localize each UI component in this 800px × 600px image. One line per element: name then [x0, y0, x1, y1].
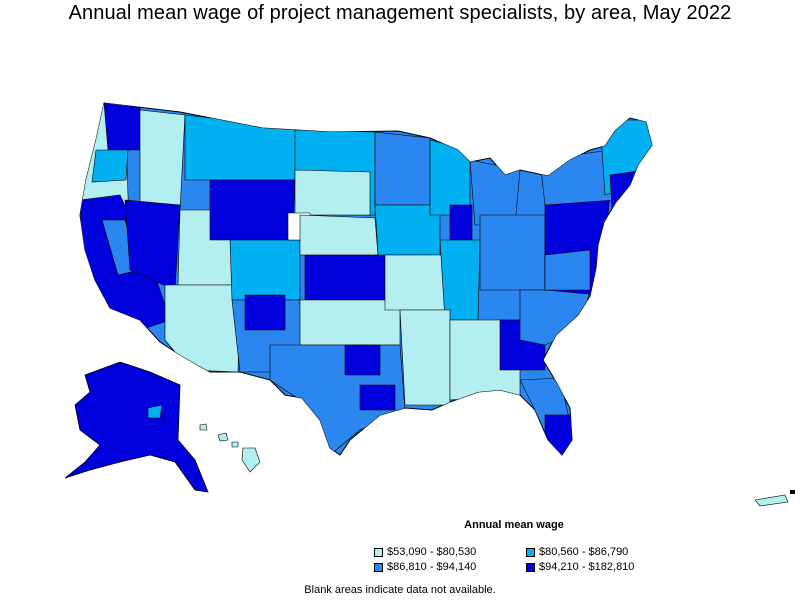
- region-illinois: [439, 239, 481, 321]
- region-seattle: [103, 103, 143, 151]
- virgin-islands: [790, 490, 795, 494]
- legend-item-1: $53,090 - $80,530: [374, 546, 476, 558]
- blank-areas-note: Blank areas indicate data not available.: [304, 584, 496, 596]
- region-chicago: [449, 204, 473, 241]
- region-wyoming: [209, 179, 296, 241]
- legend-swatch-3: [374, 562, 383, 572]
- legend-swatch-1: [374, 547, 383, 557]
- legend-title: Annual mean wage: [464, 519, 564, 531]
- alaska-anchorage: [147, 404, 163, 419]
- region-arkansas-louisiana: [399, 309, 451, 406]
- region-florida-south: [544, 414, 573, 455]
- legend-label-2: $80,560 - $86,790: [539, 546, 629, 558]
- region-kansas: [304, 254, 386, 301]
- map-title: Annual mean wage of project management s…: [68, 2, 732, 24]
- hawaii: [199, 423, 261, 473]
- legend-item-3: $86,810 - $94,140: [374, 561, 476, 573]
- alaska: [64, 361, 209, 493]
- legend-swatch-4: [526, 562, 535, 572]
- legend-item-2: $80,560 - $86,790: [526, 546, 628, 558]
- region-idaho: [139, 109, 186, 211]
- puerto-rico: [754, 494, 789, 507]
- region-arizona: [164, 284, 241, 373]
- region-south-dakota: [294, 169, 371, 216]
- region-houston: [359, 384, 396, 411]
- region-nebraska: [299, 214, 379, 256]
- region-ohio-valley: [479, 214, 546, 291]
- region-wisconsin: [429, 139, 471, 216]
- region-missouri: [384, 254, 451, 311]
- region-montana: [184, 114, 301, 181]
- region-virginia: [544, 249, 591, 291]
- legend-label-1: $53,090 - $80,530: [387, 546, 477, 558]
- legend-label-4: $94,210 - $182,810: [539, 561, 635, 573]
- legend-label-3: $86,810 - $94,140: [387, 561, 477, 573]
- region-dallas: [344, 344, 381, 376]
- region-carolinas: [519, 289, 591, 346]
- region-minnesota: [374, 131, 431, 206]
- region-portland: [91, 149, 129, 183]
- legend-swatch-2: [526, 547, 535, 557]
- legend-item-4: $94,210 - $182,810: [526, 561, 634, 573]
- region-colorado: [229, 239, 301, 301]
- region-albuquerque: [244, 294, 286, 331]
